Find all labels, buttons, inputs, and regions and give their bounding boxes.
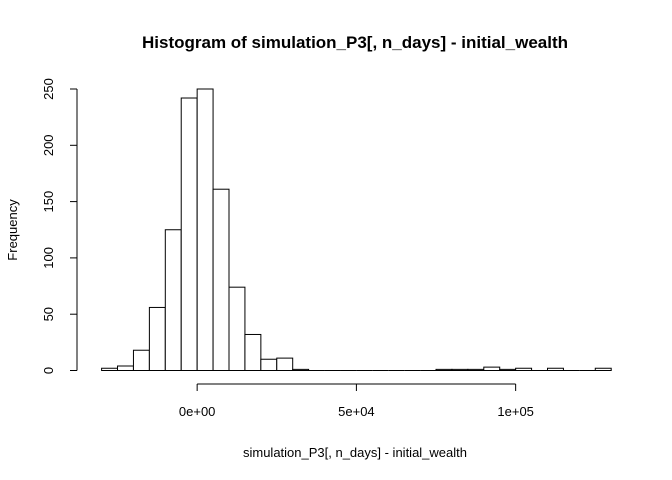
histogram-bar (451, 368, 469, 371)
histogram-bar (467, 368, 485, 371)
histogram-bar (292, 368, 310, 371)
x-tick-label: 1e+05 (497, 404, 534, 419)
histogram-bar (260, 358, 278, 371)
x-tick-label: 5e+04 (338, 404, 375, 419)
x-tick-label: 0e+00 (179, 404, 216, 419)
histogram-bar (499, 368, 517, 371)
histogram-bar (148, 306, 166, 372)
histogram-bar (196, 88, 214, 371)
histogram-bar (228, 286, 246, 371)
x-axis-label: simulation_P3[, n_days] - initial_wealth (243, 445, 467, 460)
histogram-bar (483, 366, 501, 371)
histogram-bar (132, 349, 150, 372)
y-tick-label: 150 (41, 191, 56, 213)
chart-title: Histogram of simulation_P3[, n_days] - i… (142, 33, 568, 52)
histogram-bar (547, 367, 564, 371)
y-axis-label: Frequency (5, 199, 20, 261)
y-tick-label: 50 (41, 307, 56, 321)
histogram-bar (435, 368, 453, 371)
histogram-bar (244, 333, 262, 371)
y-axis: 0 50 100 150 200 250 (41, 78, 78, 374)
y-tick-label: 250 (41, 78, 56, 100)
histogram-bar (164, 229, 182, 371)
histogram-bar (180, 97, 198, 371)
histogram-bar (101, 367, 119, 371)
y-tick-label: 0 (41, 367, 56, 374)
histogram-bar (117, 365, 134, 371)
y-tick-label: 100 (41, 247, 56, 269)
histogram-bar (276, 357, 294, 371)
histogram-bar (515, 367, 533, 371)
x-axis: 0e+00 5e+04 1e+05 (179, 383, 534, 419)
y-tick-label: 200 (41, 134, 56, 156)
histogram-bar (594, 367, 612, 371)
histogram-bar (212, 188, 230, 371)
bars-group (101, 88, 612, 372)
